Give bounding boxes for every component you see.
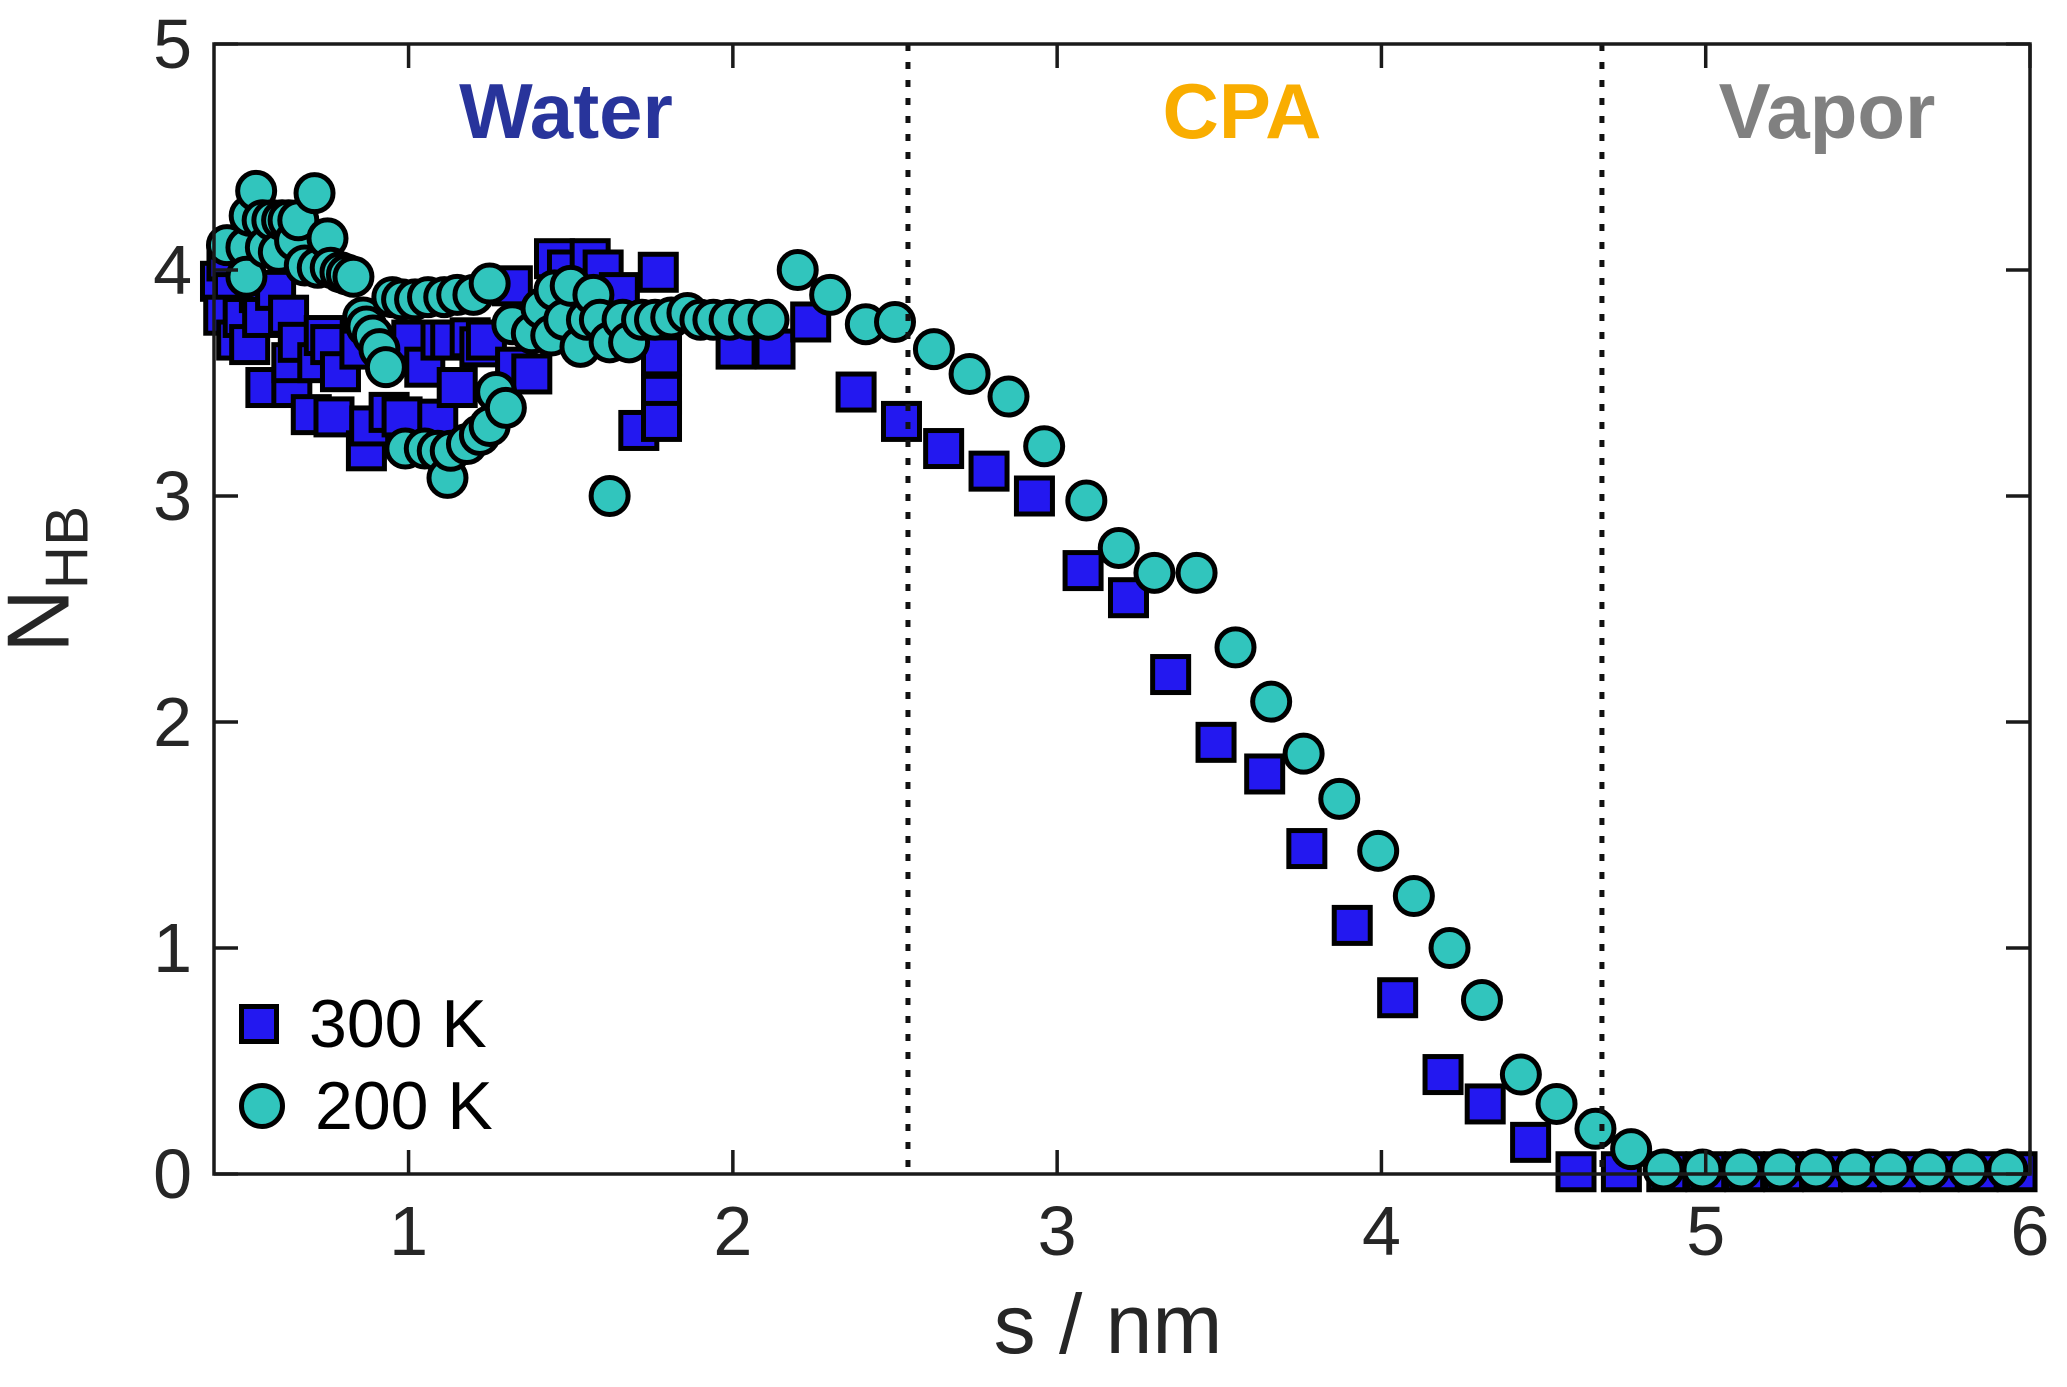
region-label-cpa: CPA bbox=[1162, 67, 1322, 155]
data-point-200k bbox=[468, 262, 511, 305]
data-point-200k bbox=[912, 328, 955, 371]
data-point-200k bbox=[1250, 680, 1293, 723]
axis-ticks bbox=[214, 42, 2032, 1176]
data-point-300k bbox=[1244, 753, 1286, 795]
legend-marker-300k-square bbox=[239, 1004, 279, 1044]
x-axis-title: s / nm bbox=[993, 1277, 1223, 1371]
data-point-200k bbox=[293, 172, 336, 215]
data-point-300k bbox=[1464, 1083, 1506, 1125]
data-point-200k bbox=[1065, 479, 1108, 522]
data-point-300k bbox=[923, 428, 965, 470]
x-tick-label-5: 5 bbox=[1686, 1192, 1726, 1270]
data-point-300k bbox=[835, 371, 877, 413]
data-point-200k bbox=[364, 346, 407, 389]
data-point-200k bbox=[747, 298, 790, 341]
data-point-200k bbox=[1133, 551, 1176, 594]
data-point-300k bbox=[511, 353, 553, 395]
data-point-200k bbox=[1023, 425, 1066, 468]
data-point-200k bbox=[225, 255, 268, 298]
data-point-200k bbox=[332, 255, 375, 298]
data-point-200k bbox=[1282, 732, 1325, 775]
data-point-200k bbox=[1097, 526, 1140, 569]
data-point-200k bbox=[948, 352, 991, 395]
data-point-300k bbox=[1013, 475, 1055, 517]
data-point-300k bbox=[313, 396, 355, 438]
x-tick-label-4: 4 bbox=[1361, 1192, 1401, 1270]
y-tick-label-3: 3 bbox=[153, 457, 192, 535]
legend-label-200k: 200 K bbox=[315, 1068, 493, 1144]
data-point-200k bbox=[874, 300, 916, 343]
data-point-300k bbox=[968, 450, 1010, 492]
data-point-200k bbox=[1833, 1148, 1876, 1191]
data-point-300k bbox=[790, 301, 832, 343]
y-axis-title-main: N bbox=[0, 589, 88, 653]
data-point-200k bbox=[1869, 1148, 1912, 1191]
data-point-200k bbox=[1947, 1148, 1990, 1191]
data-point-200k bbox=[1908, 1148, 1951, 1191]
data-point-200k bbox=[1357, 829, 1400, 872]
y-tick-label-5: 5 bbox=[153, 5, 192, 83]
legend-entry-300k: 300 K bbox=[239, 986, 487, 1062]
legend-label-300k: 300 K bbox=[309, 986, 487, 1062]
data-point-300k bbox=[1062, 550, 1104, 592]
data-point-300k bbox=[1377, 977, 1419, 1019]
data-point-200k bbox=[1460, 978, 1503, 1021]
data-point-200k bbox=[1986, 1148, 2029, 1191]
x-tick-label-2: 2 bbox=[713, 1192, 753, 1270]
y-axis-title-subscript: HB bbox=[33, 505, 101, 590]
data-point-300k bbox=[641, 400, 683, 442]
data-point-300k bbox=[1150, 654, 1192, 696]
data-point-200k bbox=[1642, 1148, 1685, 1191]
data-point-200k bbox=[1175, 551, 1218, 594]
data-point-200k bbox=[1794, 1148, 1837, 1191]
legend-marker-200k-circle bbox=[239, 1083, 285, 1129]
data-point-200k bbox=[987, 375, 1030, 418]
data-point-200k bbox=[1499, 1053, 1542, 1096]
plot-frame bbox=[212, 42, 2032, 1176]
legend-entry-200k: 200 K bbox=[239, 1068, 493, 1144]
data-point-300k bbox=[436, 367, 478, 409]
data-point-200k bbox=[1535, 1082, 1578, 1125]
y-tick-label-4: 4 bbox=[153, 231, 192, 309]
data-point-200k bbox=[809, 273, 852, 316]
x-tick-label-6: 6 bbox=[2010, 1192, 2050, 1270]
data-point-200k bbox=[484, 386, 527, 429]
data-point-300k bbox=[1510, 1121, 1552, 1163]
data-point-300k bbox=[1555, 1151, 1597, 1193]
data-point-300k bbox=[637, 251, 679, 293]
y-tick-label-0: 0 bbox=[153, 1135, 192, 1213]
data-point-300k bbox=[1331, 904, 1373, 946]
data-point-200k bbox=[588, 475, 631, 517]
data-point-200k bbox=[1574, 1107, 1617, 1150]
y-axis-title: NHB bbox=[0, 379, 101, 779]
data-point-200k bbox=[1428, 927, 1471, 969]
data-point-200k bbox=[1759, 1148, 1802, 1191]
data-point-200k bbox=[1720, 1148, 1763, 1191]
y-tick-label-2: 2 bbox=[153, 683, 192, 761]
x-tick-label-1: 1 bbox=[389, 1192, 429, 1270]
region-label-water: Water bbox=[459, 67, 673, 155]
data-point-200k bbox=[776, 249, 819, 291]
data-point-300k bbox=[1286, 828, 1328, 870]
x-tick-label-3: 3 bbox=[1037, 1192, 1077, 1270]
data-point-300k bbox=[1422, 1054, 1464, 1096]
series-200k bbox=[205, 169, 2029, 1191]
data-point-200k bbox=[1681, 1148, 1724, 1191]
data-point-200k bbox=[1214, 626, 1257, 669]
region-label-vapor: Vapor bbox=[1718, 67, 1936, 155]
data-point-200k bbox=[1610, 1128, 1653, 1171]
data-point-200k bbox=[1318, 777, 1361, 820]
data-point-300k bbox=[1195, 721, 1237, 763]
data-point-200k bbox=[1392, 875, 1435, 918]
data-point-300k bbox=[880, 400, 922, 442]
y-tick-label-1: 1 bbox=[153, 909, 192, 987]
